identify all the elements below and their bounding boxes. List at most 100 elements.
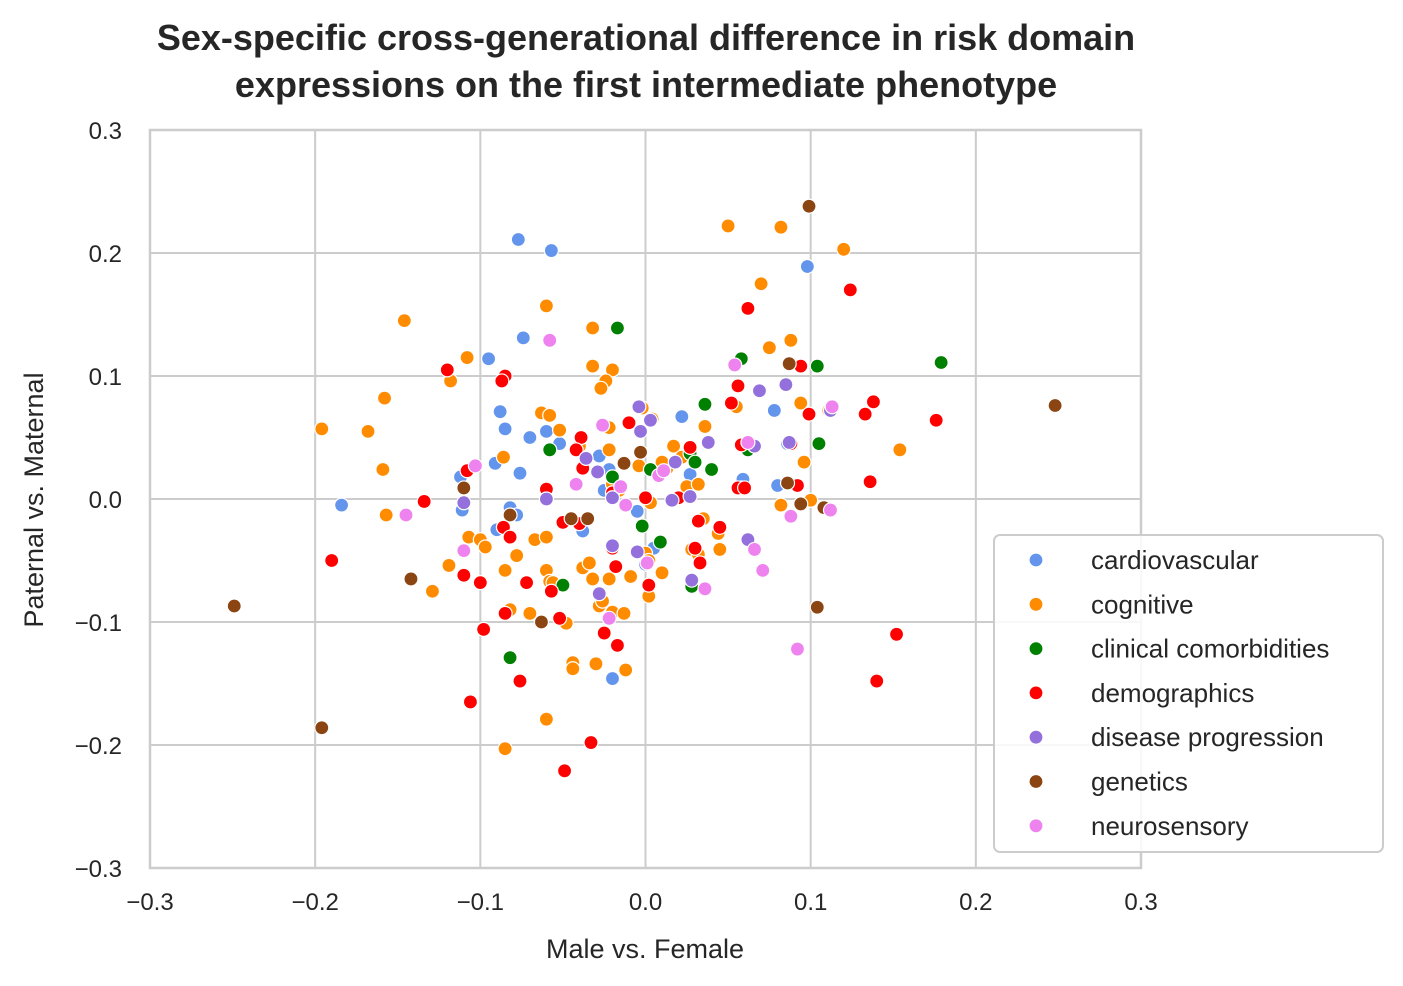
point-cognitive (314, 421, 330, 437)
y-tick-label: 0.2 (89, 241, 122, 268)
data-points (226, 198, 1063, 779)
point-clinical-comorbidities (542, 442, 558, 458)
point-clinical-comorbidities (502, 650, 518, 666)
point-demographics (736, 480, 753, 496)
point-clinical-comorbidities (687, 454, 703, 470)
legend-marker-clinical-comorbidities (1028, 640, 1044, 657)
point-cognitive (522, 605, 538, 621)
point-cardiovascular (497, 421, 513, 437)
point-demographics (857, 406, 873, 422)
point-neurosensory (613, 479, 629, 495)
legend-marker-genetics (1028, 773, 1044, 790)
point-neurosensory (618, 497, 634, 513)
point-demographics (568, 442, 584, 458)
point-cognitive (616, 605, 632, 621)
point-demographics (439, 362, 455, 378)
point-demographics (552, 610, 568, 626)
plot-frame (148, 128, 1143, 870)
point-cognitive (836, 241, 852, 257)
x-tick-label: −0.1 (457, 889, 504, 916)
point-demographics (740, 300, 756, 316)
point-cognitive (497, 741, 513, 757)
point-cognitive (538, 529, 555, 545)
point-genetics (779, 475, 796, 491)
point-demographics (888, 626, 905, 642)
point-demographics (687, 540, 703, 556)
point-demographics (730, 378, 746, 394)
point-cognitive (495, 449, 512, 465)
legend-marker-cognitive (1028, 596, 1044, 612)
point-demographics (723, 395, 739, 411)
point-neurosensory (727, 357, 743, 373)
point-demographics (869, 673, 885, 689)
y-tick-labels: −0.3 −0.2 −0.1 0.0 0.1 0.2 0.3 (75, 118, 122, 883)
point-cognitive (793, 395, 809, 411)
point-genetics (456, 480, 472, 496)
point-cardiovascular (538, 423, 555, 439)
point-cardiovascular (480, 351, 497, 367)
legend-label-genetics: genetics (1091, 767, 1188, 797)
point-genetics (809, 599, 825, 615)
point-cardiovascular (543, 242, 559, 259)
point-demographics (456, 567, 472, 583)
x-tick-label: −0.3 (126, 889, 173, 916)
point-cognitive (773, 219, 789, 235)
point-demographics (865, 394, 882, 410)
chart-title-line-1: Sex-specific cross-generational differen… (157, 17, 1135, 58)
point-genetics (781, 356, 797, 372)
point-cognitive (459, 349, 475, 366)
point-cognitive (690, 476, 706, 492)
point-cognitive (712, 541, 728, 558)
point-cognitive (585, 320, 601, 336)
point-cognitive (538, 298, 555, 314)
point-disease-progression (578, 450, 594, 467)
point-demographics (518, 575, 535, 591)
point-disease-progression (632, 423, 649, 439)
point-cognitive (585, 358, 601, 374)
point-clinical-comorbidities (652, 534, 668, 550)
point-demographics (596, 625, 612, 641)
point-cognitive (697, 418, 713, 435)
point-genetics (226, 598, 242, 614)
point-clinical-comorbidities (609, 320, 626, 336)
point-demographics (801, 406, 817, 422)
point-cognitive (581, 555, 597, 571)
point-cardiovascular (333, 497, 350, 513)
point-clinical-comorbidities (809, 358, 825, 374)
point-cognitive (376, 390, 393, 406)
y-tick-label: 0.3 (89, 118, 122, 145)
point-demographics (712, 519, 728, 535)
point-demographics (556, 763, 573, 779)
point-demographics (494, 373, 510, 389)
point-cognitive (773, 497, 789, 513)
x-tick-label: 0.3 (1124, 889, 1157, 916)
point-demographics (928, 412, 944, 428)
x-tick-label: 0.0 (629, 889, 662, 916)
point-neurosensory (789, 641, 806, 657)
point-cognitive (585, 571, 601, 587)
point-demographics (583, 734, 599, 751)
point-cognitive (396, 313, 412, 329)
point-cognitive (796, 454, 812, 470)
legend-marker-cardiovascular (1028, 552, 1044, 568)
point-disease-progression (667, 454, 683, 470)
point-cognitive (601, 571, 617, 587)
point-cognitive (424, 583, 441, 599)
point-cognitive (360, 423, 376, 439)
point-genetics (563, 511, 579, 527)
point-disease-progression (538, 491, 555, 507)
point-cognitive (477, 539, 493, 555)
point-demographics (842, 282, 858, 298)
point-cognitive (565, 661, 581, 677)
point-genetics (1047, 397, 1063, 414)
y-axis-label: Paternal vs. Maternal (19, 372, 49, 627)
point-clinical-comorbidities (703, 461, 720, 478)
point-disease-progression (664, 492, 680, 508)
point-cognitive (588, 656, 604, 672)
point-genetics (616, 455, 632, 471)
point-disease-progression (642, 412, 659, 428)
point-cognitive (720, 218, 736, 234)
point-demographics (690, 513, 706, 529)
legend-label-clinical-comorbidities: clinical comorbidities (1091, 634, 1329, 664)
